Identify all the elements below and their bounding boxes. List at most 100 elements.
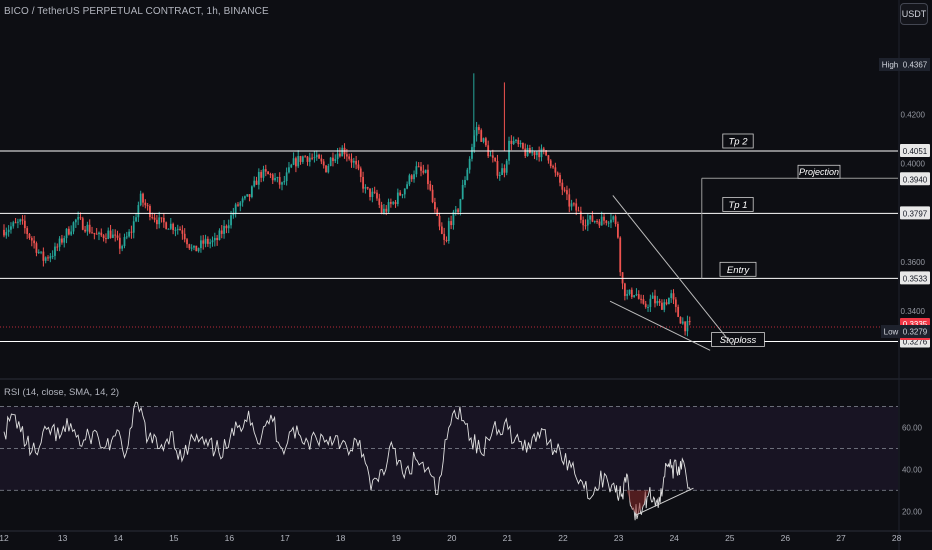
candle-body (519, 143, 522, 145)
candle-body (130, 231, 133, 233)
candle-body (137, 205, 140, 218)
candle-body (51, 255, 54, 257)
candle-body (352, 160, 355, 163)
candle-body (216, 237, 219, 241)
candle-body (336, 153, 339, 160)
high-value: 0.4367 (903, 61, 928, 70)
low-label-box (881, 325, 901, 338)
candle-body (144, 202, 147, 206)
candle-body (179, 228, 181, 231)
candle-body (54, 246, 56, 256)
candle-body (123, 237, 126, 247)
candle-body (545, 150, 547, 156)
wedge-upper-line (612, 195, 733, 346)
candle-body (371, 191, 374, 198)
time-tick-label: 21 (503, 533, 513, 543)
candle-body (292, 158, 295, 165)
candle-body (209, 242, 212, 244)
candle-body (239, 202, 242, 206)
candle-body (255, 180, 258, 185)
candle-body (151, 217, 154, 219)
candle-body (644, 303, 647, 308)
currency-button[interactable]: USDT (900, 3, 928, 25)
candle-body (410, 175, 413, 180)
candle-body (223, 225, 225, 234)
candle-body (121, 246, 124, 249)
candle-body (369, 188, 371, 198)
candle-body (403, 188, 406, 195)
candle-body (348, 156, 351, 159)
candle-body (118, 237, 121, 249)
candle-body (193, 245, 195, 248)
time-tick-label: 12 (0, 533, 9, 543)
candle-body (56, 246, 59, 248)
candle-body (202, 240, 205, 244)
candle-body (559, 175, 561, 183)
rsi-tick-label: 20.00 (902, 507, 923, 516)
candle-body (443, 233, 446, 240)
candle-body (494, 157, 497, 161)
candle-body (556, 172, 559, 176)
candle-body (579, 211, 582, 220)
candle-body (667, 297, 670, 305)
candle-body (65, 228, 68, 239)
candle-body (139, 193, 142, 206)
candle-body (315, 154, 318, 158)
candle-body (63, 238, 66, 243)
candle-body (447, 221, 450, 242)
candle-body (329, 157, 332, 166)
candle-body (308, 157, 311, 162)
level-price-tag-text: 0.3276 (903, 337, 928, 346)
candle-body (301, 156, 304, 162)
candle-body (49, 256, 52, 259)
rsi-line (3, 401, 692, 521)
candle-body (607, 222, 610, 224)
candle-body (297, 156, 300, 167)
candle-body (271, 174, 274, 181)
candle-body (262, 169, 265, 178)
candle-body (603, 216, 605, 221)
rsi-oversold-fill (626, 490, 649, 516)
candle-body (591, 215, 594, 222)
candle-body (174, 229, 177, 231)
candle-body (204, 238, 207, 244)
candle-body (670, 293, 673, 298)
candle-body (91, 232, 93, 234)
candle-body (81, 218, 84, 230)
candle-body (605, 220, 608, 224)
candle-body (162, 217, 165, 223)
candle-body (431, 189, 434, 203)
candle-body (566, 190, 568, 195)
candle-body (413, 174, 415, 180)
candle-body (584, 225, 587, 227)
candle-body (505, 160, 508, 173)
candle-body (17, 221, 19, 223)
price-tick-label: 0.4200 (901, 110, 926, 119)
candle-body (512, 140, 515, 144)
candle-body (295, 158, 297, 167)
candle-body (665, 302, 668, 305)
candle-body (649, 298, 652, 307)
rsi-tick-label: 60.00 (902, 424, 923, 433)
candle-body (132, 221, 135, 233)
candle-body (357, 164, 360, 169)
candle-body (617, 223, 619, 238)
candle-body (246, 194, 249, 197)
candle-body (596, 221, 598, 223)
candle-body (661, 302, 663, 310)
candle-body (478, 127, 480, 131)
candle-body (311, 157, 314, 159)
candle-body (684, 321, 686, 332)
candle-body (406, 184, 408, 189)
candle-body (610, 219, 612, 223)
candle-body (109, 230, 112, 238)
candle-body (640, 298, 642, 300)
candle-body (633, 295, 636, 297)
candle-body (206, 238, 209, 244)
candle-body (79, 217, 82, 219)
candle-body (466, 169, 469, 181)
level-price-tag (900, 143, 930, 157)
candle-body (172, 223, 175, 231)
candle-body (647, 306, 649, 308)
